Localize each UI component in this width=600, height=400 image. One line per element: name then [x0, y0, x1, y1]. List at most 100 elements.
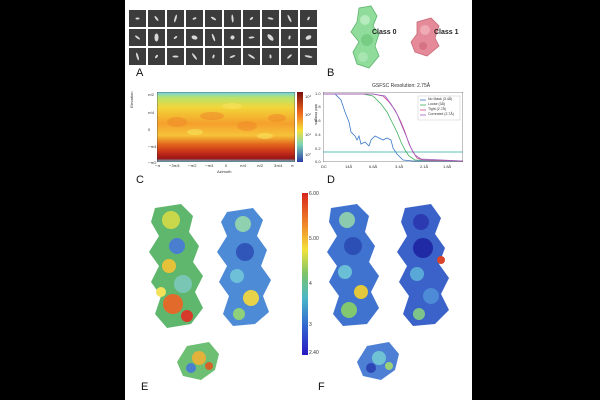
fsc-x-tick: 2.1Å — [420, 164, 429, 169]
heatmap-x-tick: π — [291, 163, 294, 168]
map-e-view-2 — [217, 208, 271, 326]
panel-f-label: F — [318, 381, 325, 393]
fsc-curve-loose — [323, 93, 463, 162]
particle-density — [135, 35, 140, 40]
fsc-y-tick: 0.2 — [315, 146, 321, 151]
resolution-colorbar — [302, 193, 308, 355]
particle-density — [305, 35, 312, 40]
particle-density — [192, 17, 197, 20]
particle-density — [304, 55, 313, 58]
panel-e-label: E — [141, 381, 149, 393]
panel-c-label: C — [136, 174, 144, 186]
panel-a-label: A — [136, 67, 144, 79]
heatmap-x-tick: 0 — [225, 163, 228, 168]
fsc-curve-no-mask — [323, 93, 463, 162]
particle-density — [288, 35, 291, 40]
particle-density — [249, 16, 254, 21]
particle-density — [154, 33, 159, 42]
heatmap-y-tick: π/4 — [148, 110, 155, 115]
fsc-x-tick: 1.8Å — [443, 164, 452, 169]
heatmap-y-tick: 0 — [148, 127, 151, 132]
heatmap-x-tick: π/4 — [240, 163, 247, 168]
fsc-x-tick: 14Å — [345, 164, 353, 169]
particle-density — [154, 16, 159, 21]
particle-density — [191, 35, 198, 40]
heatmap-y-tick: π/2 — [148, 92, 155, 97]
panel-b-label: B — [327, 67, 335, 79]
colorbar-tick: 10¹ — [305, 132, 311, 137]
panel-d-label: D — [327, 174, 335, 186]
fsc-y-tick: 0.4 — [315, 132, 321, 137]
fsc-curve-corrected — [323, 93, 463, 162]
particle-density — [267, 34, 274, 41]
fsc-x-tick: 3.4Å — [395, 164, 404, 169]
particle-density — [287, 54, 292, 59]
particle-density — [173, 36, 178, 39]
resolution-tick: 2.40 — [309, 350, 319, 356]
particle-density — [248, 54, 255, 59]
fsc-y-tick: 0.8 — [315, 104, 321, 109]
fsc-x-tick: DC — [321, 164, 327, 169]
particle-density — [174, 14, 177, 23]
particle-density — [135, 17, 140, 20]
particle-density — [155, 54, 158, 59]
heatmap-y-label: Elevation — [129, 91, 134, 108]
particle-density — [211, 33, 216, 42]
class1-volume — [410, 17, 440, 57]
heatmap-x-tick: −π/4 — [205, 163, 214, 168]
fsc-legend — [417, 95, 461, 121]
legend-loose: Loose (3Å) — [428, 102, 446, 106]
heatmap-x-tick: −π/2 — [188, 163, 197, 168]
figure: A Class 0 Class 1 B Elevation π/2 π/4 0 … — [125, 0, 472, 400]
particle-density — [248, 36, 255, 39]
class-averages-grid — [129, 10, 317, 65]
map-f-view-3 — [357, 342, 399, 380]
heatmap-x-tick: −π — [155, 163, 161, 168]
particle-density — [267, 17, 274, 20]
map-f-view-1 — [327, 204, 379, 326]
fsc-y-tick: 0.6 — [315, 118, 321, 123]
heatmap-y-tick: −π/2 — [148, 160, 157, 165]
heatmap-colorbar — [297, 92, 303, 162]
class1-label: Class 1 — [434, 29, 459, 36]
map-e-view-3 — [177, 342, 219, 380]
particle-density — [229, 55, 236, 58]
colorbar-tick: 10³ — [305, 94, 311, 99]
local-resolution-map-e — [149, 204, 271, 380]
particle-density — [136, 52, 139, 61]
resolution-tick: 4 — [309, 281, 312, 287]
resolution-tick: 5.00 — [309, 236, 319, 242]
heatmap-y-tick: −π/4 — [148, 144, 157, 149]
viewing-direction-heatmap — [157, 92, 295, 162]
heatmap-x-label: Azimuth — [217, 169, 232, 174]
particle-density — [191, 53, 198, 60]
legend-tight: Tight (2.7Å) — [428, 107, 447, 111]
particle-density — [212, 54, 215, 59]
particle-density — [231, 14, 234, 23]
local-resolution-map-f — [327, 204, 449, 380]
legend-no-mask: No Mask (3.4Å) — [428, 97, 453, 101]
colorbar-tick: 10² — [305, 112, 311, 117]
class-volumes — [350, 5, 440, 69]
class0-volume — [350, 5, 380, 69]
fsc-x-tick: 6.8Å — [369, 164, 378, 169]
fsc-title: GSFSC Resolution: 2.75Å — [372, 83, 431, 89]
resolution-tick: 3 — [309, 322, 312, 328]
fsc-plot — [323, 92, 463, 162]
legend-corrected: Corrected (2.7Å) — [428, 112, 454, 116]
map-f-view-2 — [397, 204, 449, 326]
map-e-view-1 — [149, 204, 203, 328]
particle-density — [307, 16, 310, 21]
particle-density — [172, 55, 179, 58]
heatmap-x-tick: 3π/4 — [274, 163, 283, 168]
colorbar-tick: 10⁰ — [305, 152, 312, 157]
fsc-y-tick: 1.0 — [315, 91, 321, 96]
fsc-y-tick: 0.0 — [315, 159, 321, 164]
resolution-tick: 6.00 — [309, 191, 319, 197]
particle-density — [230, 35, 235, 40]
heatmap-x-tick: −3π/4 — [169, 163, 180, 168]
class0-label: Class 0 — [372, 29, 397, 36]
heatmap-x-tick: π/2 — [257, 163, 264, 168]
particle-density — [210, 16, 217, 21]
particle-density — [287, 14, 292, 23]
